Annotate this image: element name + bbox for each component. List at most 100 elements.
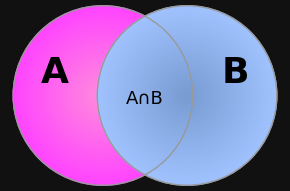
Circle shape bbox=[82, 75, 124, 116]
Circle shape bbox=[79, 71, 127, 120]
Circle shape bbox=[133, 42, 241, 149]
Circle shape bbox=[109, 17, 265, 174]
Circle shape bbox=[81, 73, 125, 118]
Circle shape bbox=[26, 18, 180, 173]
Circle shape bbox=[14, 7, 192, 184]
Circle shape bbox=[28, 20, 178, 171]
Circle shape bbox=[62, 54, 144, 137]
Text: A∩B: A∩B bbox=[126, 90, 164, 108]
Circle shape bbox=[184, 93, 190, 98]
Circle shape bbox=[56, 49, 150, 142]
Circle shape bbox=[20, 13, 186, 178]
Circle shape bbox=[127, 35, 247, 156]
Circle shape bbox=[55, 48, 151, 143]
Circle shape bbox=[80, 72, 126, 119]
Circle shape bbox=[81, 74, 124, 117]
Circle shape bbox=[184, 92, 191, 99]
Circle shape bbox=[119, 27, 255, 164]
Circle shape bbox=[46, 39, 160, 152]
Circle shape bbox=[167, 76, 207, 115]
Circle shape bbox=[130, 39, 244, 152]
Circle shape bbox=[95, 87, 111, 104]
Circle shape bbox=[124, 33, 250, 158]
Circle shape bbox=[159, 68, 215, 123]
Circle shape bbox=[105, 14, 269, 177]
Circle shape bbox=[161, 70, 213, 121]
Circle shape bbox=[41, 34, 165, 157]
Circle shape bbox=[176, 85, 198, 106]
Circle shape bbox=[103, 11, 271, 180]
Circle shape bbox=[147, 55, 227, 136]
Circle shape bbox=[33, 25, 173, 166]
Circle shape bbox=[134, 43, 240, 148]
Circle shape bbox=[143, 52, 231, 139]
Circle shape bbox=[71, 63, 135, 128]
Circle shape bbox=[160, 69, 214, 122]
Circle shape bbox=[183, 91, 191, 100]
Circle shape bbox=[102, 10, 272, 181]
Circle shape bbox=[45, 37, 161, 154]
Circle shape bbox=[19, 12, 186, 179]
Circle shape bbox=[136, 44, 238, 147]
Circle shape bbox=[102, 95, 104, 96]
Circle shape bbox=[144, 52, 230, 139]
Circle shape bbox=[166, 74, 209, 117]
Circle shape bbox=[130, 38, 244, 153]
Circle shape bbox=[84, 77, 122, 114]
Circle shape bbox=[163, 71, 211, 120]
Circle shape bbox=[18, 10, 188, 181]
Circle shape bbox=[42, 34, 164, 157]
Circle shape bbox=[40, 33, 166, 158]
Circle shape bbox=[22, 15, 184, 176]
Circle shape bbox=[59, 52, 147, 139]
Circle shape bbox=[113, 21, 262, 170]
Circle shape bbox=[178, 87, 196, 104]
Circle shape bbox=[123, 32, 251, 159]
Circle shape bbox=[88, 80, 118, 111]
Circle shape bbox=[85, 78, 121, 113]
Circle shape bbox=[182, 90, 193, 101]
Circle shape bbox=[122, 30, 253, 161]
Circle shape bbox=[97, 90, 108, 101]
Circle shape bbox=[96, 88, 110, 103]
Circle shape bbox=[76, 69, 130, 122]
Circle shape bbox=[43, 35, 163, 156]
Circle shape bbox=[94, 87, 112, 104]
Circle shape bbox=[78, 70, 128, 121]
Circle shape bbox=[72, 64, 134, 127]
Circle shape bbox=[75, 68, 131, 123]
Circle shape bbox=[177, 86, 197, 105]
Circle shape bbox=[104, 12, 271, 179]
Circle shape bbox=[38, 31, 168, 160]
Circle shape bbox=[138, 46, 236, 145]
Circle shape bbox=[49, 42, 157, 149]
Circle shape bbox=[181, 89, 193, 102]
Circle shape bbox=[121, 29, 253, 162]
Circle shape bbox=[15, 7, 191, 184]
Circle shape bbox=[97, 89, 109, 102]
Circle shape bbox=[54, 46, 152, 145]
Circle shape bbox=[64, 56, 142, 135]
Circle shape bbox=[148, 57, 226, 134]
Circle shape bbox=[93, 86, 113, 105]
Circle shape bbox=[97, 6, 277, 185]
Circle shape bbox=[64, 57, 142, 134]
Circle shape bbox=[110, 18, 264, 173]
Circle shape bbox=[100, 93, 106, 98]
Circle shape bbox=[98, 7, 276, 184]
Circle shape bbox=[47, 40, 159, 151]
Circle shape bbox=[162, 70, 212, 121]
Circle shape bbox=[169, 78, 205, 113]
Circle shape bbox=[142, 51, 232, 140]
Circle shape bbox=[122, 31, 252, 160]
Circle shape bbox=[150, 59, 224, 132]
Circle shape bbox=[39, 32, 167, 159]
Circle shape bbox=[145, 53, 229, 138]
Circle shape bbox=[186, 95, 188, 96]
Circle shape bbox=[146, 54, 228, 137]
Circle shape bbox=[52, 44, 154, 147]
Circle shape bbox=[91, 84, 115, 107]
Circle shape bbox=[141, 50, 233, 141]
Circle shape bbox=[112, 20, 262, 171]
Circle shape bbox=[68, 61, 138, 130]
